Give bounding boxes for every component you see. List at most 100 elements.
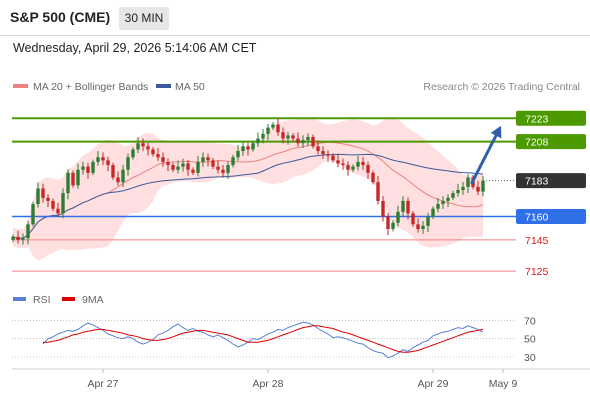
candle — [381, 196, 385, 222]
candle-body — [266, 127, 270, 134]
candle-body — [366, 165, 370, 173]
candle-body — [411, 213, 415, 225]
candle-body — [221, 169, 225, 173]
candle — [396, 205, 400, 227]
candle-body — [86, 166, 90, 173]
candle — [401, 196, 405, 217]
candle-body — [281, 132, 285, 139]
projection-arrow-head — [490, 125, 502, 139]
candle — [156, 148, 160, 161]
candle — [56, 202, 60, 217]
candle-body — [441, 200, 445, 205]
candle — [216, 160, 220, 174]
candle-body — [371, 172, 375, 183]
candle — [116, 171, 120, 186]
legend-ma50-label: MA 50 — [175, 81, 205, 93]
rsi-line — [42, 321, 484, 359]
candle — [311, 134, 315, 149]
candle — [286, 131, 290, 145]
candle-body — [66, 172, 70, 194]
candle — [121, 164, 125, 188]
candle — [221, 164, 225, 178]
candle-body — [256, 138, 260, 144]
candle — [421, 221, 425, 234]
candle-body — [191, 169, 195, 173]
candle — [406, 197, 410, 220]
candle-body — [341, 163, 345, 166]
candle-body — [171, 165, 175, 170]
x-label: Apr 28 — [253, 378, 284, 390]
candle-body — [316, 146, 320, 152]
price-levels-layer: 7223 7208 7183 7160 7145 7125 — [12, 110, 586, 278]
candle — [366, 161, 370, 179]
candle-body — [91, 161, 95, 173]
candle-body — [136, 143, 140, 150]
candle-body — [261, 133, 265, 139]
timeframe-badge[interactable]: 30 MIN — [119, 7, 169, 30]
legend-ma50-swatch — [156, 84, 171, 88]
candle — [336, 154, 340, 168]
candle-body — [16, 236, 20, 240]
candle-body — [151, 149, 155, 155]
legend-9ma-label: 9MA — [82, 294, 104, 306]
candle — [236, 144, 240, 161]
ma9-line — [43, 325, 484, 353]
candle-body — [381, 200, 385, 217]
legend-rsi-label: RSI — [33, 294, 51, 306]
candle-body — [201, 157, 205, 162]
candle-body — [406, 200, 410, 214]
candle-body — [241, 146, 245, 152]
candle — [451, 190, 455, 201]
candle — [186, 159, 190, 176]
candle — [456, 183, 460, 197]
candle — [251, 140, 255, 152]
candle — [386, 212, 390, 236]
candle — [261, 129, 265, 144]
candle — [41, 183, 45, 203]
candle-body — [391, 222, 395, 229]
candle-body — [301, 140, 305, 144]
level-label-7125: 7125 — [525, 266, 549, 278]
candle — [276, 118, 280, 136]
candle-body — [436, 204, 440, 209]
candle-body — [351, 166, 355, 170]
candle-body — [26, 224, 30, 239]
candle-body — [461, 186, 465, 190]
level-label-7208: 7208 — [525, 137, 549, 149]
candle-body — [51, 200, 55, 209]
candle-body — [166, 161, 170, 166]
candle-body — [111, 165, 115, 178]
level-tag-7208 — [516, 134, 586, 150]
candle — [321, 146, 325, 159]
candle — [46, 194, 50, 207]
candle-body — [76, 169, 80, 186]
candle-body — [331, 155, 335, 161]
candle-body — [361, 161, 365, 166]
candle — [361, 157, 365, 170]
candle — [476, 180, 480, 196]
candle — [141, 138, 145, 152]
candle-body — [196, 161, 200, 173]
x-label: May 9 — [489, 378, 518, 390]
candle-body — [291, 135, 295, 139]
candle — [426, 212, 430, 232]
candle — [411, 211, 415, 227]
candle-body — [216, 166, 220, 170]
x-label: Apr 29 — [418, 378, 449, 390]
candle-body — [346, 165, 350, 170]
candle — [101, 152, 105, 166]
candle — [341, 158, 345, 170]
candle-body — [226, 165, 230, 173]
candle — [131, 147, 135, 160]
candle-body — [431, 208, 435, 217]
candle-body — [401, 200, 405, 212]
candle-body — [11, 236, 15, 240]
candle — [81, 161, 85, 175]
candle — [51, 198, 55, 212]
candle — [461, 182, 465, 195]
candle — [331, 153, 335, 163]
candle — [11, 234, 15, 243]
candle-body — [81, 166, 85, 170]
candle — [316, 140, 320, 155]
